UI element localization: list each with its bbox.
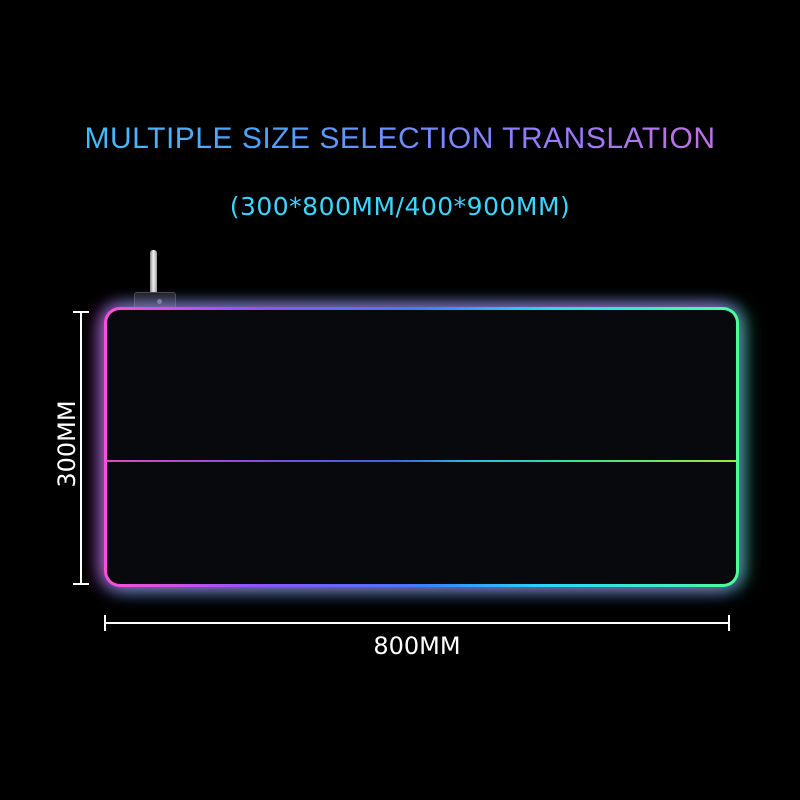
height-label: 300MM: [53, 400, 81, 488]
height-dimension-line: [73, 311, 89, 585]
usb-cable-icon: [150, 250, 157, 298]
mouse-pad: [104, 307, 739, 587]
width-label: 800MM: [373, 632, 461, 660]
headline: MULTIPLE SIZE SELECTION TRANSLATION: [0, 122, 800, 156]
wave-centerline: [107, 460, 736, 462]
width-dimension-line: [104, 615, 730, 631]
sound-wave-graphic: [107, 333, 736, 529]
size-options: (300*800MM/400*900MM): [229, 192, 571, 221]
